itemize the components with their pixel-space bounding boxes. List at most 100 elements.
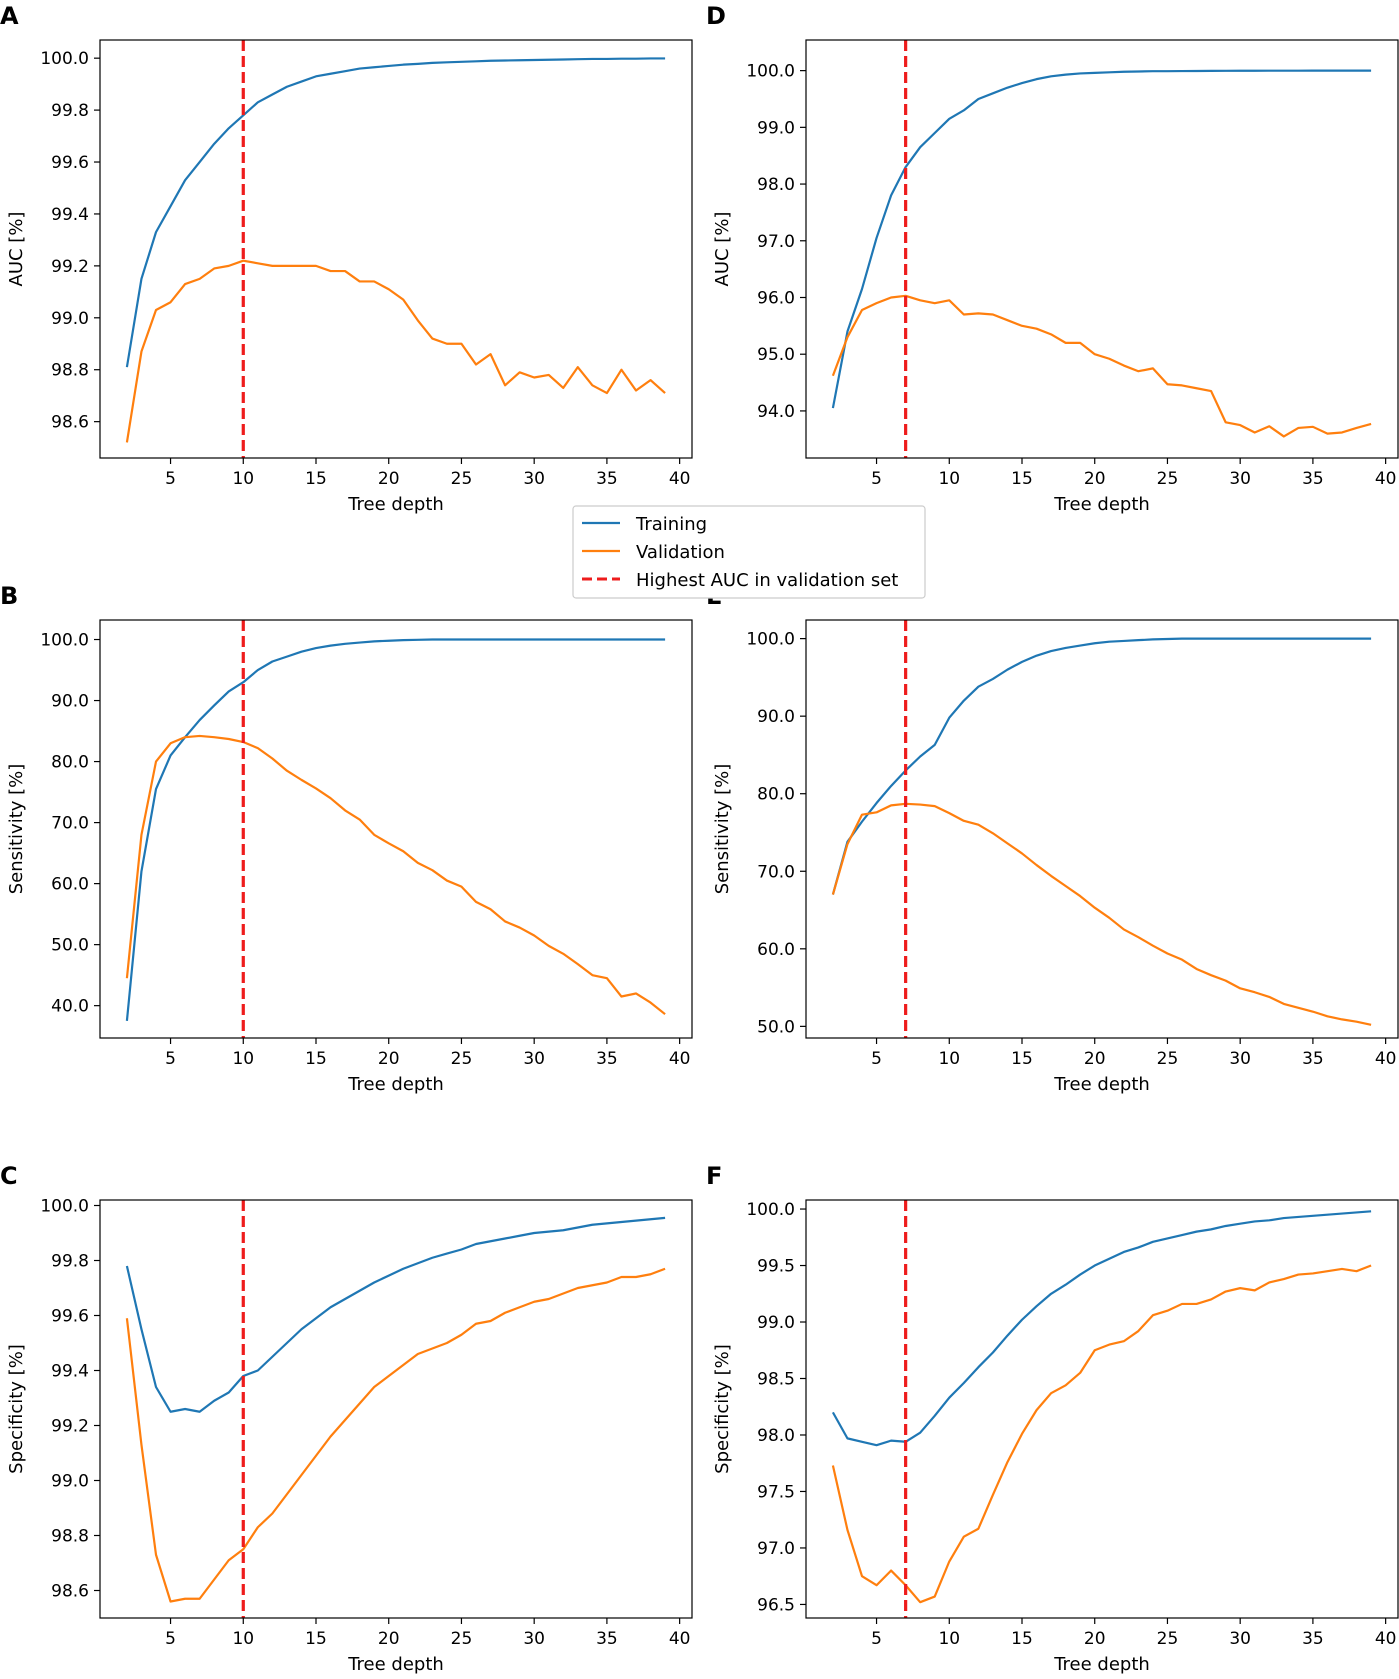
y-tick-label-c: 99.2 <box>51 1417 89 1437</box>
x-tick-label-c: 5 <box>165 1629 176 1649</box>
x-tick-label-f: 5 <box>871 1629 882 1649</box>
x-tick-label-e: 35 <box>1302 1049 1324 1069</box>
plot-frame-a <box>99 39 693 459</box>
y-tick-label-d: 99.0 <box>757 118 795 138</box>
series-line-validation-c <box>125 1267 666 1603</box>
legend-label-highest-auc: Highest AUC in validation set <box>636 570 898 591</box>
x-tick-label-a: 25 <box>451 469 473 489</box>
series-line-validation-e <box>831 802 1372 1026</box>
y-tick-label-b: 50.0 <box>51 936 89 956</box>
x-tick-label-f: 40 <box>1375 1629 1397 1649</box>
series-line-training-b <box>125 638 666 1022</box>
x-tick-label-e: 25 <box>1157 1049 1179 1069</box>
x-tick-label-b: 35 <box>596 1049 618 1069</box>
x-tick-label-f: 25 <box>1157 1629 1179 1649</box>
x-tick-label-c: 10 <box>232 1629 254 1649</box>
x-tick-label-b: 30 <box>523 1049 545 1069</box>
panel-c: C 5 10 15 20 25 30 35 40 98.6 98.8 99.0 99.2 99.4 99.6… <box>0 1162 693 1675</box>
x-tick-label-e: 5 <box>871 1049 882 1069</box>
x-tick-label-d: 5 <box>871 469 882 489</box>
x-tick-label-b: 40 <box>669 1049 691 1069</box>
panel-label-c: C <box>0 1162 18 1190</box>
x-tick-label-a: 10 <box>232 469 254 489</box>
series-line-validation-a <box>125 259 666 443</box>
y-axis-label-d: AUC [%] <box>712 212 733 287</box>
y-tick-label-a: 99.2 <box>51 257 89 277</box>
x-tick-label-d: 15 <box>1011 469 1033 489</box>
y-tick-label-f: 99.5 <box>757 1257 795 1277</box>
panel-a: A 5 10 15 20 25 30 35 40 98.6 98.8 99.0 99.2 99.4 99.6… <box>0 2 693 515</box>
y-tick-label-f: 100.0 <box>746 1200 795 1220</box>
series-line-training-e <box>831 637 1372 895</box>
x-tick-label-e: 10 <box>938 1049 960 1069</box>
y-tick-label-e: 70.0 <box>757 862 795 882</box>
panel-e: E51015202530354050.060.070.080.090.0100.… <box>706 582 1399 1095</box>
y-tick-label-e: 100.0 <box>746 630 795 650</box>
series-line-validation-f <box>831 1264 1372 1604</box>
series-line-training-c <box>125 1216 666 1413</box>
y-tick-label-e: 80.0 <box>757 785 795 805</box>
y-tick-label-c: 99.6 <box>51 1307 89 1327</box>
x-tick-label-b: 5 <box>165 1049 176 1069</box>
panel-d: D 5 10 15 20 25 30 35 40 94.0 95.0 96.0 97.0 98.0 99.0… <box>706 2 1399 515</box>
y-tick-label-e: 50.0 <box>757 1017 795 1037</box>
y-tick-label-d: 94.0 <box>757 402 795 422</box>
x-tick-label-f: 35 <box>1302 1629 1324 1649</box>
y-axis-label-c: Specificity [%] <box>6 1344 27 1474</box>
y-tick-label-c: 98.6 <box>51 1582 89 1602</box>
x-axis-label-c: Tree depth <box>347 1654 444 1675</box>
x-tick-label-c: 30 <box>523 1629 545 1649</box>
x-tick-label-a: 35 <box>596 469 618 489</box>
panel-label-f: F <box>706 1162 722 1190</box>
x-tick-label-a: 15 <box>305 469 327 489</box>
plot-frame-e <box>805 619 1399 1039</box>
y-tick-label-c: 99.8 <box>51 1252 89 1272</box>
y-tick-label-b: 60.0 <box>51 875 89 895</box>
x-tick-label-b: 20 <box>378 1049 400 1069</box>
y-tick-label-b: 100.0 <box>40 631 89 651</box>
y-tick-label-c: 98.8 <box>51 1527 89 1547</box>
y-tick-label-a: 99.0 <box>51 309 89 329</box>
x-tick-label-a: 5 <box>165 469 176 489</box>
plot-frame-b <box>99 619 693 1039</box>
x-tick-label-b: 15 <box>305 1049 327 1069</box>
plot-frame-c <box>99 1199 693 1619</box>
y-tick-label-d: 98.0 <box>757 175 795 195</box>
y-tick-label-d: 97.0 <box>757 232 795 252</box>
legend-box <box>572 505 926 599</box>
x-axis-label-e: Tree depth <box>1053 1074 1150 1095</box>
y-tick-label-f: 98.5 <box>757 1369 795 1389</box>
y-tick-label-f: 99.0 <box>757 1313 795 1333</box>
y-tick-label-a: 98.8 <box>51 361 89 381</box>
y-axis-label-f: Specificity [%] <box>712 1344 733 1474</box>
plot-frame-f <box>805 1199 1399 1619</box>
y-tick-label-e: 60.0 <box>757 940 795 960</box>
y-tick-label-b: 40.0 <box>51 997 89 1017</box>
x-tick-label-d: 40 <box>1375 469 1397 489</box>
panel-f: F 5 10 15 20 25 30 35 40 96.5 97.0 97.5 98.0 98.5 99.0… <box>706 1162 1399 1675</box>
x-tick-label-c: 35 <box>596 1629 618 1649</box>
x-tick-label-e: 30 <box>1229 1049 1251 1069</box>
x-tick-label-b: 10 <box>232 1049 254 1069</box>
y-tick-label-b: 70.0 <box>51 814 89 834</box>
x-tick-label-d: 25 <box>1157 469 1179 489</box>
y-tick-label-a: 100.0 <box>40 49 89 69</box>
x-tick-label-c: 15 <box>305 1629 327 1649</box>
y-tick-label-a: 98.6 <box>51 413 89 433</box>
legend: Training Validation Highest AUC in valid… <box>572 505 926 599</box>
x-tick-label-c: 20 <box>378 1629 400 1649</box>
x-axis-label-f: Tree depth <box>1053 1654 1150 1675</box>
y-tick-label-c: 99.4 <box>51 1362 89 1382</box>
x-tick-label-c: 25 <box>451 1629 473 1649</box>
x-axis-label-b: Tree depth <box>347 1074 444 1095</box>
y-tick-label-d: 100.0 <box>746 62 795 82</box>
x-tick-label-d: 35 <box>1302 469 1324 489</box>
y-tick-label-f: 98.0 <box>757 1426 795 1446</box>
x-tick-label-a: 30 <box>523 469 545 489</box>
y-axis-label-e: Sensitivity [%] <box>712 764 733 895</box>
x-tick-label-f: 15 <box>1011 1629 1033 1649</box>
y-tick-label-d: 95.0 <box>757 345 795 365</box>
